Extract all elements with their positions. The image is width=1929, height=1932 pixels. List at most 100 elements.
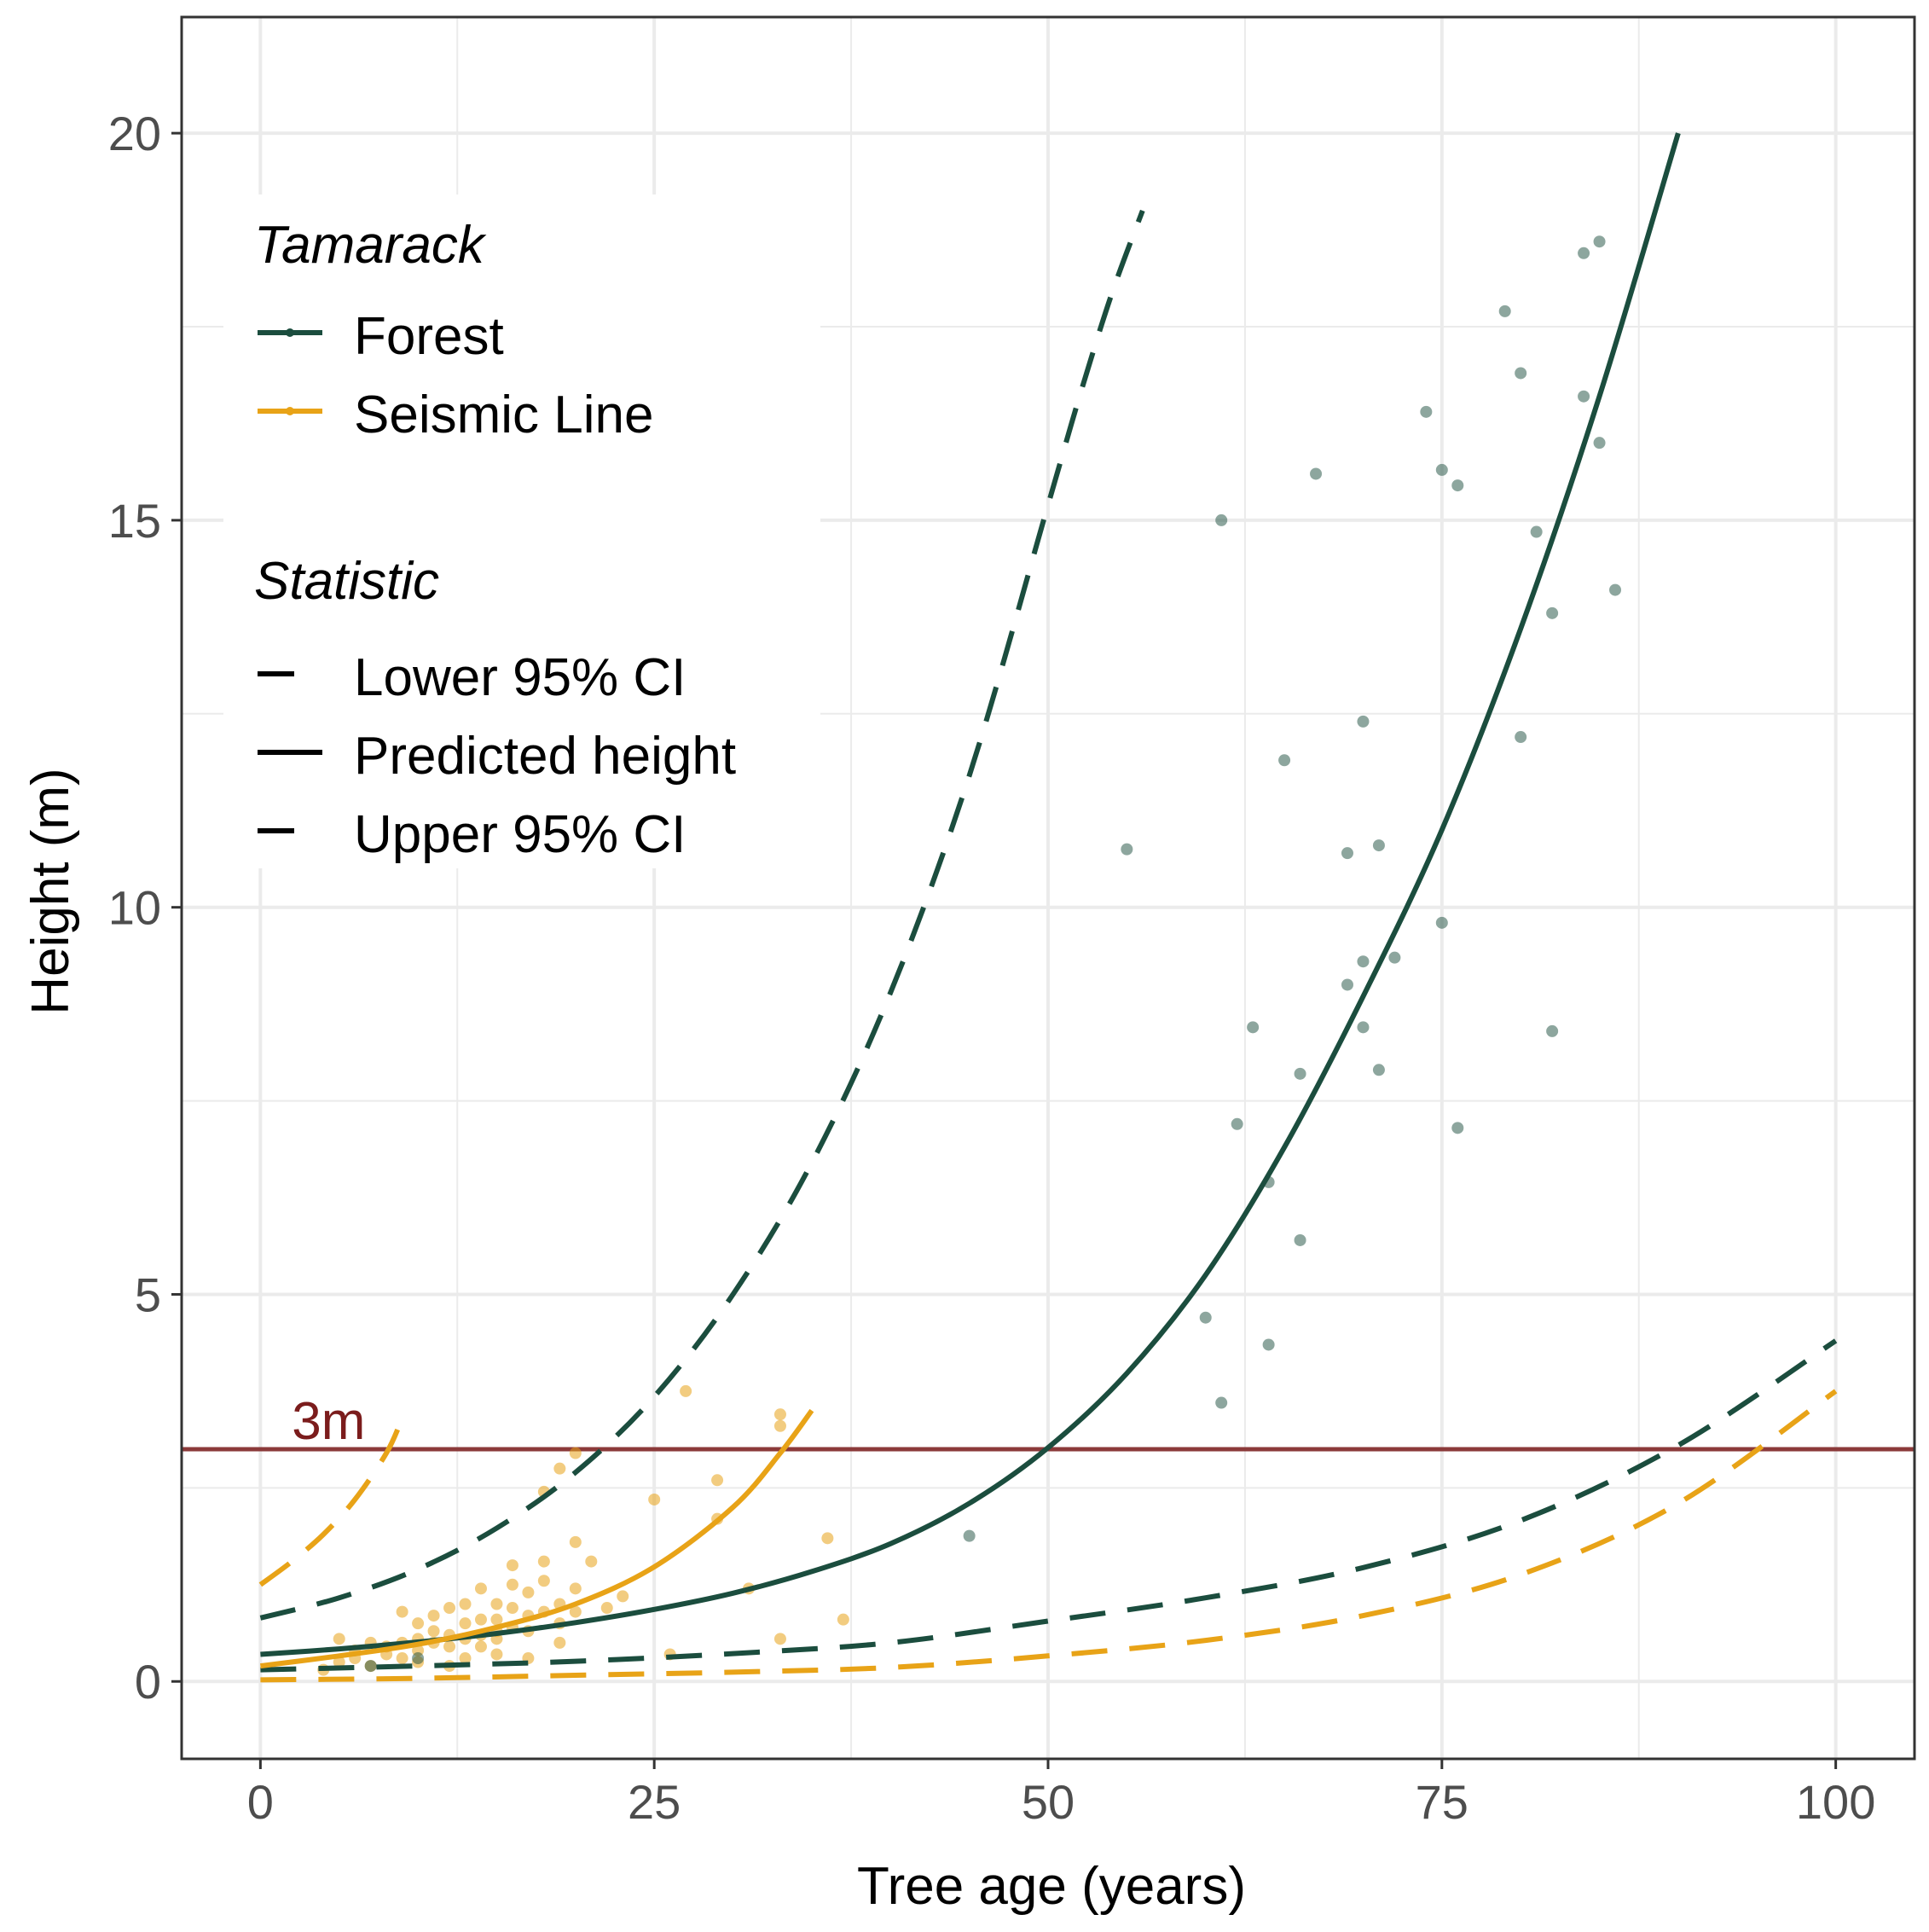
data-point-seismic bbox=[585, 1555, 598, 1568]
y-axis-title: Height (m) bbox=[21, 768, 80, 1014]
reference-line-label: 3m bbox=[292, 1392, 365, 1451]
x-tick-label: 75 bbox=[1416, 1775, 1468, 1829]
data-point-seismic bbox=[412, 1617, 425, 1630]
data-point-seismic bbox=[459, 1652, 472, 1665]
data-point-forest bbox=[1530, 525, 1543, 538]
data-point-forest bbox=[1278, 754, 1291, 767]
data-point-seismic bbox=[553, 1462, 566, 1475]
data-point-forest bbox=[1420, 405, 1433, 418]
data-point-seismic bbox=[821, 1532, 834, 1545]
data-point-forest bbox=[1609, 583, 1622, 596]
data-point-forest bbox=[1357, 715, 1370, 728]
series-line-seismic-line-upper-95-ci bbox=[258, 1417, 405, 1587]
data-point-forest bbox=[1121, 843, 1133, 856]
data-point-seismic bbox=[537, 1555, 550, 1568]
data-point-forest bbox=[1341, 847, 1353, 860]
data-point-seismic bbox=[333, 1633, 345, 1645]
data-point-seismic bbox=[396, 1652, 408, 1665]
data-point-forest bbox=[1593, 235, 1606, 248]
data-point-forest bbox=[1515, 731, 1527, 744]
data-point-forest bbox=[1357, 955, 1370, 968]
series-line-seismic-line-lower-95-ci bbox=[260, 1389, 1838, 1683]
data-point-seismic bbox=[427, 1625, 440, 1638]
data-point-forest bbox=[1451, 479, 1464, 492]
data-point-seismic bbox=[427, 1610, 440, 1622]
data-point-seismic bbox=[443, 1602, 456, 1615]
data-point-forest bbox=[1231, 1117, 1243, 1130]
data-point-seismic bbox=[490, 1598, 503, 1610]
data-point-forest bbox=[1294, 1233, 1306, 1246]
data-point-forest bbox=[1388, 951, 1401, 964]
legend-background bbox=[223, 194, 820, 868]
series-line-forest-lower-95-ci bbox=[260, 1338, 1838, 1673]
data-point-seismic bbox=[459, 1598, 472, 1610]
legend-title-tamarack: Tamarack bbox=[254, 216, 487, 275]
data-point-seismic bbox=[569, 1535, 582, 1548]
data-point-forest bbox=[364, 1660, 377, 1673]
data-point-seismic bbox=[333, 1656, 345, 1668]
legend-label-forest: Forest bbox=[354, 307, 504, 366]
data-point-seismic bbox=[711, 1474, 724, 1487]
data-point-seismic bbox=[837, 1613, 849, 1626]
axis-ticks: 0 25 50 75 100 0 5 10 15 20 bbox=[108, 107, 1876, 1829]
series-line-seismic-line-predicted-height bbox=[260, 1408, 814, 1669]
legend-label-lower-ci: Lower 95% CI bbox=[354, 648, 686, 707]
data-point-forest bbox=[1310, 467, 1323, 480]
x-tick-label: 0 bbox=[247, 1775, 274, 1829]
data-point-forest bbox=[1578, 390, 1590, 403]
data-point-forest bbox=[1215, 513, 1228, 526]
data-point-seismic bbox=[459, 1617, 472, 1630]
data-point-seismic bbox=[648, 1493, 661, 1506]
data-point-seismic bbox=[569, 1582, 582, 1595]
x-tick-label: 25 bbox=[628, 1775, 681, 1829]
data-point-forest bbox=[1262, 1338, 1275, 1351]
data-point-seismic bbox=[506, 1578, 518, 1591]
legend-label-predicted-height: Predicted height bbox=[354, 727, 736, 786]
data-point-forest bbox=[1247, 1021, 1260, 1034]
data-point-forest bbox=[1199, 1311, 1212, 1324]
data-point-seismic bbox=[569, 1605, 582, 1618]
y-tick-label: 5 bbox=[135, 1268, 161, 1321]
x-tick-label: 50 bbox=[1022, 1775, 1075, 1829]
data-point-seismic bbox=[569, 1447, 582, 1459]
data-point-forest bbox=[1498, 305, 1511, 317]
data-point-seismic bbox=[553, 1636, 566, 1649]
data-point-forest bbox=[1515, 367, 1527, 380]
data-point-forest bbox=[1215, 1396, 1228, 1409]
y-tick-label: 20 bbox=[108, 107, 161, 160]
data-point-forest bbox=[1593, 437, 1606, 450]
data-point-forest bbox=[1435, 463, 1448, 476]
series-line-forest-upper-95-ci bbox=[259, 209, 1145, 1621]
data-point-seismic bbox=[617, 1590, 629, 1603]
lines-layer bbox=[258, 132, 1838, 1683]
y-tick-label: 15 bbox=[108, 494, 161, 548]
data-point-seismic bbox=[680, 1384, 692, 1397]
series-line-forest-predicted-height bbox=[260, 132, 1681, 1657]
data-point-forest bbox=[1578, 247, 1590, 259]
data-point-seismic bbox=[506, 1602, 518, 1615]
data-point-forest bbox=[1357, 1021, 1370, 1034]
data-point-seismic bbox=[474, 1640, 487, 1653]
y-tick-label: 0 bbox=[135, 1655, 161, 1709]
data-point-seismic bbox=[506, 1559, 518, 1572]
data-point-forest bbox=[412, 1652, 425, 1665]
data-point-seismic bbox=[537, 1575, 550, 1587]
data-point-forest bbox=[1372, 1064, 1385, 1076]
data-point-seismic bbox=[773, 1408, 786, 1421]
data-point-seismic bbox=[396, 1605, 408, 1618]
data-point-seismic bbox=[474, 1613, 487, 1626]
data-point-forest bbox=[1372, 839, 1385, 852]
x-axis-title: Tree age (years) bbox=[857, 1857, 1246, 1916]
data-point-seismic bbox=[490, 1613, 503, 1626]
data-point-seismic bbox=[474, 1582, 487, 1595]
data-point-forest bbox=[1451, 1122, 1464, 1134]
legend: Tamarack Forest Seismic Line Statistic L… bbox=[223, 194, 820, 868]
data-point-forest bbox=[1435, 916, 1448, 929]
y-tick-label: 10 bbox=[108, 881, 161, 935]
legend-label-seismic-line: Seismic Line bbox=[354, 386, 653, 444]
data-point-forest bbox=[1294, 1067, 1306, 1080]
data-point-forest bbox=[1546, 1024, 1559, 1037]
legend-label-upper-ci: Upper 95% CI bbox=[354, 805, 686, 864]
data-point-seismic bbox=[522, 1586, 535, 1598]
